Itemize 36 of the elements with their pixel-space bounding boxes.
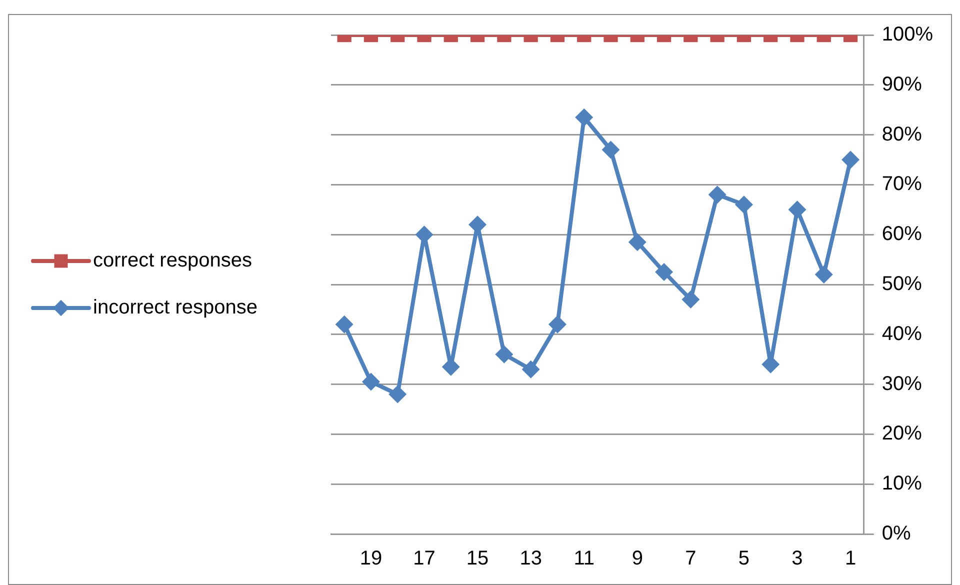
x-tick-label: 19 xyxy=(360,548,382,570)
y-tick-label: 60% xyxy=(882,223,922,246)
x-tick-label: 9 xyxy=(632,548,643,570)
x-tick-label: 5 xyxy=(738,548,750,570)
point xyxy=(522,360,540,378)
y-tick-label: 80% xyxy=(882,123,922,146)
point xyxy=(708,186,726,204)
y-tick-label: 100% xyxy=(882,24,934,46)
x-tick-label: 1 xyxy=(844,548,856,570)
point xyxy=(655,263,674,282)
x-tick-label: 11 xyxy=(574,548,594,570)
y-tick-label: 70% xyxy=(882,173,922,196)
x-tick-label: 3 xyxy=(792,548,803,570)
point xyxy=(734,196,753,214)
y-tick-label: 40% xyxy=(882,322,922,345)
point xyxy=(362,372,380,391)
point xyxy=(788,200,806,219)
x-tick-label: 7 xyxy=(685,548,696,570)
y-tick-label: 90% xyxy=(882,73,922,96)
point xyxy=(682,290,700,308)
point xyxy=(628,233,646,252)
point xyxy=(335,315,354,334)
y-tick-label: 10% xyxy=(882,472,922,495)
y-tick-label: 20% xyxy=(882,422,922,445)
y-tick-label: 30% xyxy=(882,372,922,395)
point xyxy=(388,385,407,404)
x-tick-label: 15 xyxy=(466,548,489,570)
legend-label: incorrect response xyxy=(93,296,258,319)
y-tick-label: 0% xyxy=(882,522,911,545)
y-tick-label: 50% xyxy=(882,273,922,296)
legend-label: correct responses xyxy=(93,250,252,272)
point xyxy=(548,315,566,334)
x-tick-label: 17 xyxy=(413,548,436,570)
point xyxy=(814,266,833,284)
point xyxy=(495,345,514,364)
x-tick-label: 13 xyxy=(520,548,542,570)
